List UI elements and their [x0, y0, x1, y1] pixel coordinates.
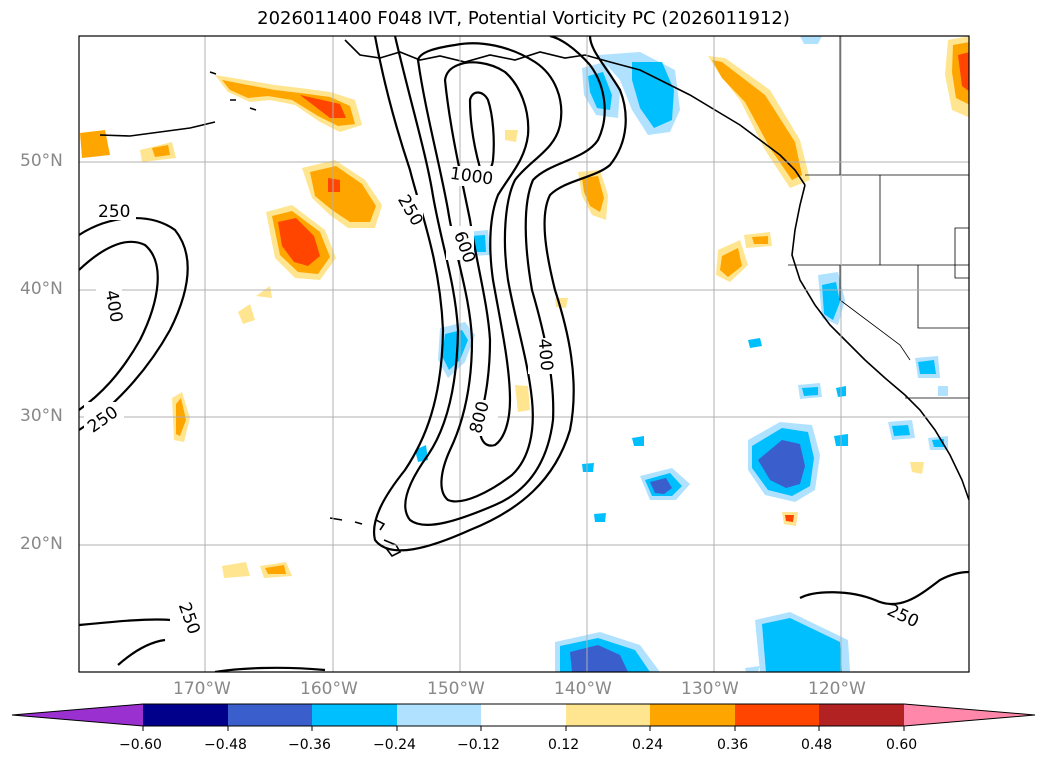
colorbar-segment-6: [566, 704, 650, 726]
ivt-contour-250-ar: [372, 36, 627, 552]
lon-label-160w: 160°W: [300, 679, 358, 699]
lon-label-170w: 170°W: [173, 679, 231, 699]
colorbar-segment-7: [650, 704, 735, 726]
ivt-contour-250-south-w: [79, 618, 171, 666]
colorbar-segment-5: [481, 704, 566, 726]
ivt-contour-600-ar: [416, 42, 563, 503]
ivt-contour-400-ar: [393, 36, 606, 526]
colorbar-extend-high: [904, 704, 1035, 726]
negative-pv-anomalies: [415, 36, 948, 672]
lat-label-40n: 40°N: [20, 279, 63, 299]
colorbar-tick-024: 0.24: [632, 737, 664, 753]
colorbar-tick-m024: −0.24: [373, 737, 416, 753]
lon-label-130w: 130°W: [681, 679, 739, 699]
colorbar-segment-3: [312, 704, 397, 726]
colorbar-tick-060: 0.60: [886, 737, 918, 753]
lat-label-30n: 30°N: [20, 406, 63, 426]
colorbar: [11, 703, 1036, 731]
state-borders: [788, 36, 969, 399]
colorbar-extend-low: [12, 704, 143, 726]
contour-label-250-west: 250: [98, 202, 130, 222]
colorbar-tick-012: 0.12: [548, 737, 580, 753]
ivt-contour-250-se: [799, 570, 969, 606]
graticule: [79, 36, 969, 672]
colorbar-tick-m048: −0.48: [204, 737, 247, 753]
colorbar-segment-8: [735, 704, 819, 726]
coastlines: [99, 39, 969, 558]
colorbar-segment-1: [143, 704, 228, 726]
contour-label-400-ar: 400: [534, 338, 557, 372]
colorbar-tick-m060: −0.60: [119, 737, 162, 753]
colorbar-segment-9: [819, 704, 904, 726]
ivt-contour-800-ar: [443, 61, 530, 447]
lon-label-120w: 120°W: [808, 679, 866, 699]
colorbar-segment-2: [228, 704, 312, 726]
colorbar-segment-4: [397, 704, 481, 726]
ivt-contour-1000-ar: [468, 91, 495, 173]
map-frame: [78, 35, 970, 673]
lon-label-150w: 150°W: [427, 679, 485, 699]
map-plot-area: 1000 250 600 250 400 800 400 250 250 250: [79, 36, 969, 672]
ivt-contour-400-west: [79, 240, 159, 411]
lat-label-50n: 50°N: [20, 151, 63, 171]
colorbar-tick-036: 0.36: [717, 737, 749, 753]
ivt-contour-250-south: [214, 666, 326, 672]
colorbar-tick-m036: −0.36: [288, 737, 331, 753]
positive-pv-anomalies: [80, 36, 969, 578]
lat-label-20n: 20°N: [20, 534, 63, 554]
contour-labels: 1000 250 600 250 400 800 400 250 250 250: [84, 164, 924, 638]
colorbar-tick-m012: −0.12: [457, 737, 500, 753]
map-title: 2026011400 F048 IVT, Potential Vorticity…: [257, 8, 790, 29]
lon-label-140w: 140°W: [554, 679, 612, 699]
ivt-contours: [79, 36, 969, 672]
colorbar-tick-048: 0.48: [801, 737, 833, 753]
